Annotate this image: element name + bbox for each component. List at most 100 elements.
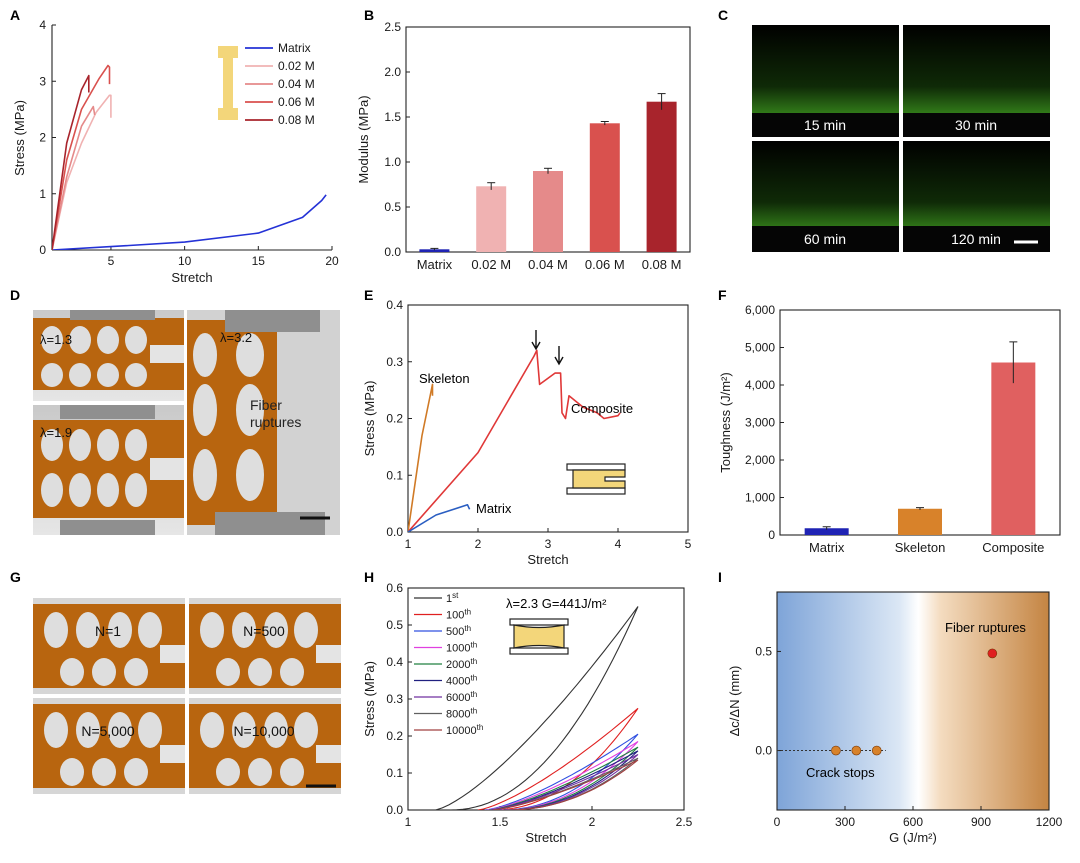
fluor-time-label-1: 15 min [804, 117, 846, 133]
y-axis-label: Stress (MPa) [362, 661, 377, 737]
notched-specimen-icon [566, 463, 626, 495]
series-line-002M [52, 94, 112, 250]
legend-number: 2000 [446, 659, 470, 671]
y-tick-label: 3 [39, 74, 46, 88]
fluor-time-label-2: 30 min [955, 117, 997, 133]
fiber-ruptures-label: Fiber ruptures [250, 397, 301, 430]
category-label: 0.08 M [642, 257, 682, 272]
panel-d-photos: λ=1.3 λ=1.9 λ=3.2 Fiber ruptures [33, 310, 340, 535]
y-tick-label: 0.0 [755, 744, 772, 758]
legend-label: 4000th [446, 674, 477, 688]
x-tick-label: 1200 [1036, 815, 1063, 829]
photo-g-4: N=10,000 [189, 698, 341, 794]
photo-g-1: N=1 [33, 598, 185, 694]
y-tick-label: 0.1 [386, 766, 403, 780]
series-line-008M [52, 74, 90, 250]
panel-i-crack-growth-chart: 0.0 0.5 0 300 600 900 1200 G (J/m²) Δc/ΔN (mm) F… [727, 591, 1063, 845]
x-tick-label: 2.5 [676, 815, 693, 829]
legend-number: 1000 [446, 643, 470, 655]
y-axis-label: Δc/ΔN (mm) [727, 666, 742, 737]
y-tick-label: 0 [768, 528, 775, 542]
photo-d-3: λ=3.2 Fiber ruptures [187, 310, 340, 535]
y-tick-label: 2,000 [745, 453, 775, 467]
legend-number: 100 [446, 610, 464, 622]
category-label: Matrix [809, 540, 845, 555]
fluor-image-15min-base [752, 113, 899, 137]
annotation-fiber-ruptures: Fiber ruptures [945, 620, 1026, 635]
y-tick-label: 4 [39, 18, 46, 32]
panel-f-bars: Matrix Skeleton Composite [804, 341, 1044, 555]
annotation-matrix: Matrix [476, 501, 512, 516]
legend-number: 500 [446, 626, 464, 638]
y-tick-label: 0.5 [755, 644, 772, 658]
y-tick-label: 5,000 [745, 341, 775, 355]
bar [589, 123, 620, 252]
panel-a-axes: 0 1 2 3 4 5 10 15 20 Stretch Stress (MPa) [12, 18, 339, 285]
panel-e-axes: 0.0 0.1 0.2 0.3 0.4 1 2 3 4 5 Stretch Stress (MPa) [362, 298, 692, 567]
bar [533, 171, 563, 252]
cycle-label-2: N=500 [243, 623, 285, 639]
bar [991, 362, 1036, 535]
x-tick-label: 3 [545, 537, 552, 551]
loop-curve [488, 746, 639, 810]
legend-number: 1 [446, 593, 452, 605]
legend-suffix: th [470, 690, 477, 699]
category-label: Composite [982, 540, 1044, 555]
bar [476, 186, 507, 252]
legend-suffix: th [477, 723, 484, 732]
category-label: 0.02 M [471, 257, 511, 272]
y-tick-label: 1.5 [384, 110, 401, 124]
category-label: 0.04 M [528, 257, 568, 272]
y-tick-label: 0 [39, 243, 46, 257]
panel-g-photos: N=1 N=500 N=5,000 [33, 598, 341, 794]
panel-f-toughness-bar-chart: 0 1,000 2,000 3,000 4,000 5,000 6,000 Toughness… [718, 303, 1061, 555]
category-label: Skeleton [895, 540, 946, 555]
x-tick-label: 1.5 [492, 815, 509, 829]
fluor-image-120min-base [903, 226, 1050, 252]
y-tick-label: 2.0 [384, 65, 401, 79]
legend-label: Matrix [278, 41, 311, 55]
y-tick-label: 0.1 [386, 468, 403, 482]
legend-suffix: th [464, 608, 471, 617]
legend-label: 6000th [446, 690, 477, 704]
y-tick-label: 0.5 [384, 200, 401, 214]
y-tick-label: 0.4 [386, 655, 403, 669]
x-tick-label: 900 [971, 815, 991, 829]
loop-curve [490, 754, 639, 810]
y-tick-label: 1,000 [745, 491, 775, 505]
x-tick-label: 1 [405, 537, 412, 551]
series-line-matrix [408, 503, 471, 532]
loop-curve [485, 733, 639, 810]
panel-label-e: E [364, 287, 373, 303]
legend-label: 0.06 M [278, 95, 315, 109]
panel-label-c: C [718, 7, 728, 23]
x-tick-label: 4 [615, 537, 622, 551]
y-tick-label: 0.5 [386, 618, 403, 632]
rupture-arrow-2-icon [554, 346, 564, 366]
panel-b-bars: Matrix 0.02 M 0.04 M 0.06 M 0.08 M [417, 93, 682, 272]
panel-i-axes: 0.0 0.5 0 300 600 900 1200 G (J/m²) Δc/ΔN (mm) [727, 591, 1063, 845]
panel-i-points [777, 648, 998, 756]
bar [804, 528, 849, 535]
x-tick-label: 1 [405, 815, 412, 829]
panel-h-axes: 0.0 0.1 0.2 0.3 0.4 0.5 0.6 1 1.5 2 2.5 Stretch Stre… [362, 581, 693, 845]
notched-specimen-icon-h [509, 618, 569, 655]
x-axis-label: Stretch [527, 552, 568, 567]
x-tick-label: 600 [903, 815, 923, 829]
data-point [871, 745, 882, 756]
loop-curve [435, 606, 639, 810]
bar [646, 101, 677, 252]
series-line-composite [408, 349, 621, 532]
panel-i-gradient-background [777, 592, 1049, 810]
rupture-arrow-1-icon [531, 330, 541, 351]
photo-g-3: N=5,000 [33, 698, 185, 794]
x-tick-label: 2 [475, 537, 482, 551]
annotation-skeleton: Skeleton [419, 371, 470, 386]
panel-label-a: A [10, 7, 20, 23]
lambda-label-3: λ=3.2 [220, 330, 252, 345]
x-tick-label: 5 [685, 537, 692, 551]
series-line-Matrix [52, 194, 327, 250]
series-line-004M [52, 105, 96, 250]
x-tick-label: 20 [325, 254, 339, 268]
